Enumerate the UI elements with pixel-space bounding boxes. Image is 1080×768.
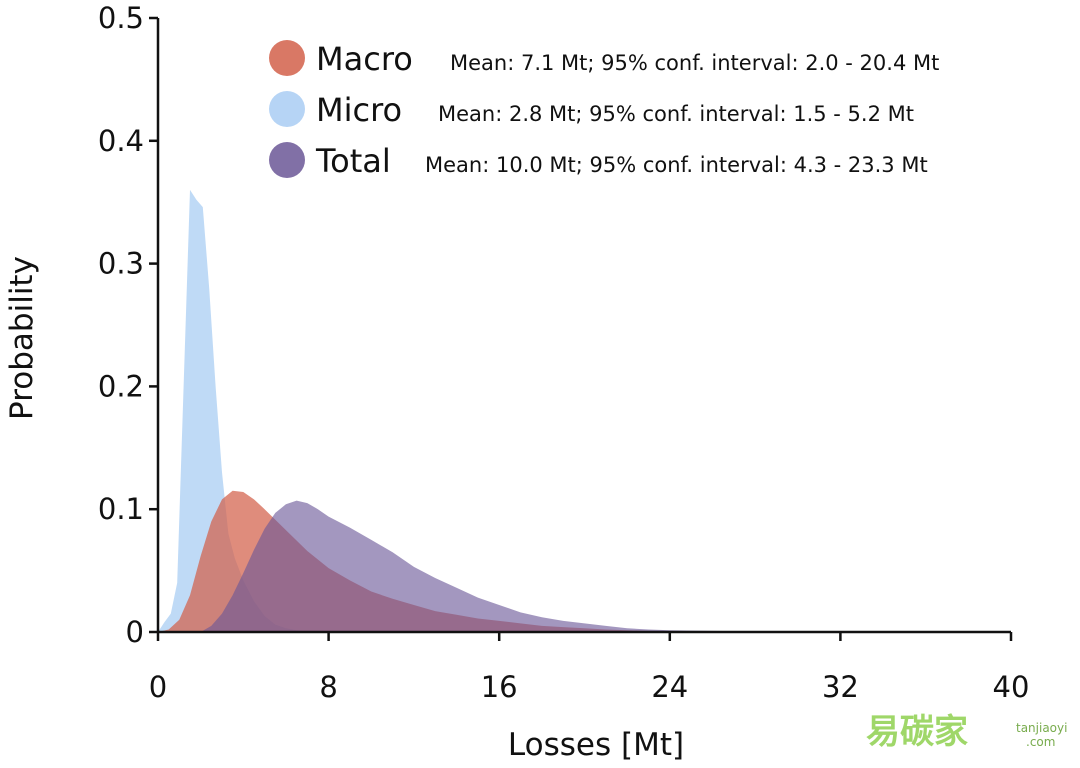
legend-swatch-macro — [269, 40, 305, 76]
x-axis-title: Losses [Mt] — [508, 727, 684, 763]
plot-areas — [158, 189, 1011, 632]
legend-label-total: Total — [315, 142, 391, 180]
legend-swatch-micro — [269, 91, 305, 127]
y-tick-label: 0.2 — [98, 369, 144, 403]
legend-stats-micro: Mean: 2.8 Mt; 95% conf. interval: 1.5 - … — [438, 102, 914, 126]
x-tick-label: 16 — [481, 670, 518, 704]
watermark-cn: 易碳家 — [866, 712, 968, 752]
legend-swatch-total — [269, 142, 305, 178]
x-tick-label: 24 — [651, 670, 688, 704]
legend-item-micro: Micro Mean: 2.8 Mt; 95% conf. interval: … — [269, 91, 914, 129]
y-tick-label: 0.4 — [98, 124, 144, 158]
x-tick-label: 40 — [993, 670, 1030, 704]
watermark: 易碳家 tanjiaoyi .com — [866, 712, 1067, 752]
x-tick-label: 0 — [149, 670, 167, 704]
x-ticks: 0 8 16 24 32 40 — [149, 632, 1030, 704]
x-tick-label: 8 — [319, 670, 337, 704]
y-tick-label: 0.3 — [98, 247, 144, 281]
y-ticks: 0 0.1 0.2 0.3 0.4 0.5 — [98, 1, 158, 649]
x-tick-label: 32 — [822, 670, 859, 704]
y-tick-label: 0.5 — [98, 1, 144, 35]
y-tick-label: 0.1 — [98, 492, 144, 526]
legend-item-total: Total Mean: 10.0 Mt; 95% conf. interval:… — [269, 142, 928, 180]
legend-stats-total: Mean: 10.0 Mt; 95% conf. interval: 4.3 -… — [425, 153, 928, 177]
y-axis-title: Probability — [4, 256, 40, 420]
watermark-en-2: .com — [1026, 735, 1055, 749]
legend-label-macro: Macro — [316, 40, 413, 78]
area-micro — [158, 189, 329, 632]
watermark-en-1: tanjiaoyi — [1016, 721, 1067, 735]
area-total — [158, 500, 1011, 632]
legend-item-macro: Macro Mean: 7.1 Mt; 95% conf. interval: … — [269, 40, 939, 78]
legend-stats-macro: Mean: 7.1 Mt; 95% conf. interval: 2.0 - … — [450, 51, 939, 75]
legend: Macro Mean: 7.1 Mt; 95% conf. interval: … — [269, 40, 939, 180]
y-tick-label: 0 — [126, 615, 144, 649]
legend-label-micro: Micro — [316, 91, 402, 129]
